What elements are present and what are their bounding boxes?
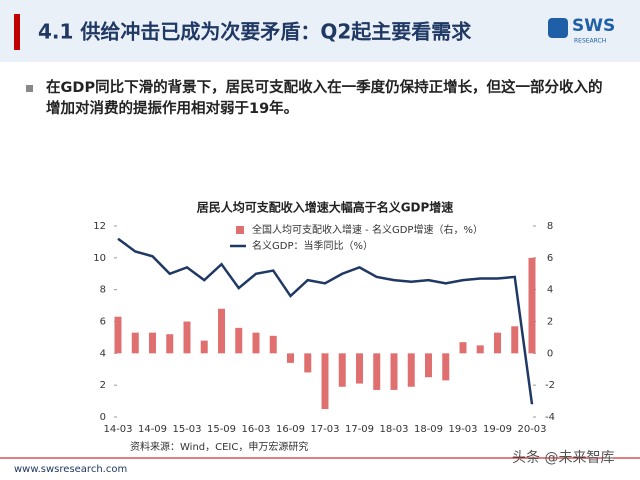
bar [476,345,484,354]
y2-tick-label: -4 [545,412,555,423]
x-tick-label: 17-03 [310,424,339,435]
bar [252,332,260,354]
x-tick-label: 16-03 [241,424,270,435]
x-tick-label: 17-09 [345,424,374,435]
y-tick-label: 6 [100,317,106,328]
y2-tick-label: 6 [547,253,553,264]
bar [183,321,191,354]
x-tick-label: 18-03 [379,424,408,435]
bar [321,353,329,410]
bar [166,334,174,354]
bar [442,353,450,381]
bar [131,332,139,354]
x-tick-label: 19-09 [483,424,512,435]
bar [218,308,225,354]
bar [494,332,501,354]
bar [407,353,415,387]
bar [287,353,294,363]
y-tick-label: 0 [100,412,106,423]
bar [269,335,277,354]
url: www.swsresearch.com [14,464,127,475]
header-bar [0,0,640,62]
bar [528,257,536,354]
x-tick-label: 16-09 [276,424,305,435]
y-tick-label: 4 [100,348,106,359]
header-title: 4.1 供给冲击已成为次要矛盾：Q2起主要看需求 [38,20,472,44]
y2-tick-label: 4 [547,285,553,296]
bar [235,327,243,354]
bar [338,353,346,387]
x-tick-label: 20-03 [517,424,546,435]
x-tick-label: 15-09 [207,424,236,435]
line [117,237,534,405]
bar [149,332,156,354]
chart-title: 居民人均可支配收入增速大幅高于名义GDP增速 [197,200,454,215]
source: 资料来源：Wind，CEIC，申万宏源研究 [130,440,308,453]
y2-tick-label: 0 [547,348,553,359]
y-tick-label: 10 [93,253,106,264]
bullet-icon [26,85,33,92]
x-tick-label: 19-03 [448,424,477,435]
bar [356,353,363,384]
bar [373,353,381,390]
logo-sub: RESEARCH [574,38,606,45]
bar [200,340,208,354]
y2-tick-label: -2 [545,380,555,391]
logo-icon [548,18,568,38]
bar [425,353,432,378]
bullet-text: 在GDP同比下滑的背景下，居民可支配收入在一季度仍保持正增长，但这一部分收入的增… [46,80,603,117]
watermark: 头条 @未来智库 [512,449,614,466]
header-stripe [14,14,20,50]
y-tick-label: 2 [100,380,106,391]
legend-label: 全国人均可支配收入增速 - 名义GDP增速（右，%） [252,223,483,236]
bar [511,326,519,354]
bar [390,353,398,390]
legend-label: 名义GDP：当季同比（%） [252,239,373,252]
bar [114,316,122,354]
y2-tick-label: 8 [547,221,553,232]
x-tick-label: 18-09 [414,424,443,435]
y2-tick-label: 2 [547,317,553,328]
x-tick-label: 15-03 [172,424,201,435]
x-tick-label: 14-03 [103,424,132,435]
y-tick-label: 12 [93,221,106,232]
legend-swatch [236,226,244,234]
logo: SWS [572,16,615,36]
bar [459,342,467,354]
bar [304,353,312,373]
y-tick-label: 8 [100,285,106,296]
x-tick-label: 14-09 [138,424,167,435]
